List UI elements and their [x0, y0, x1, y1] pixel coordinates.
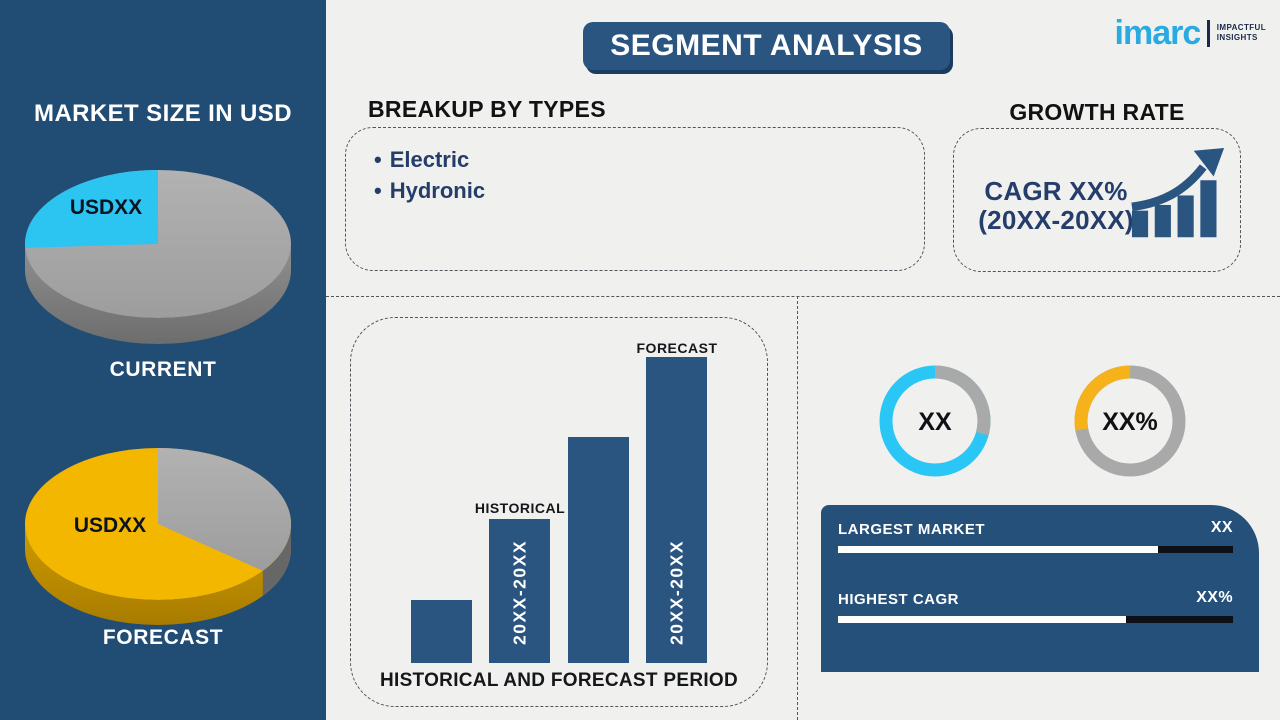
period-bar-4: 20XX-20XX [646, 357, 707, 663]
period-bar-1 [411, 600, 472, 663]
vertical-divider [797, 296, 798, 720]
breakup-heading: BREAKUP BY TYPES [368, 96, 606, 122]
largest-market-value: XX [1210, 519, 1233, 536]
donut-left-value: XX [918, 408, 952, 436]
historical-period-label: 20XX-20XX [509, 540, 529, 645]
growth-heading: GROWTH RATE [1009, 99, 1185, 125]
breakup-item-hydronic: • Hydronic [374, 178, 486, 203]
growth-chart-icon [1131, 147, 1225, 238]
highest-cagr-value: XX% [1196, 589, 1233, 606]
forecast-period-label: 20XX-20XX [666, 540, 686, 645]
largest-market-row: LARGEST MARKET XX [838, 519, 1233, 553]
period-chart-caption: HISTORICAL AND FORECAST PERIOD [379, 670, 739, 691]
bullet-icon: • [374, 178, 382, 203]
forecast-pie-chart: USDXX [25, 448, 292, 625]
largest-market-label: LARGEST MARKET [838, 521, 985, 538]
forecast-pie-label: USDXX [74, 514, 146, 537]
cagr-text: CAGR XX% (20XX-20XX) [978, 176, 1134, 236]
current-pie-chart: USDXX [25, 170, 291, 344]
highest-cagr-donut: XX% [1074, 365, 1186, 477]
highest-cagr-label: HIGHEST CAGR [838, 591, 960, 608]
market-stats-box: LARGEST MARKET XX HIGHEST CAGR XX% [821, 505, 1259, 672]
period-bar-chart: FORECAST HISTORICAL 20XX-20XX 20XX-20XX … [350, 317, 768, 707]
bullet-icon: • [374, 147, 382, 172]
highest-cagr-bar [838, 616, 1233, 623]
current-pie-label: USDXX [70, 196, 142, 219]
historical-bar-label: HISTORICAL [474, 500, 566, 516]
period-bar-2: 20XX-20XX [489, 519, 550, 663]
breakup-box: • Electric • Hydronic [345, 127, 925, 271]
logo-tagline: IMPACTFUL INSIGHTS [1216, 22, 1266, 42]
largest-market-bar [838, 546, 1233, 553]
logo-divider [1207, 19, 1210, 47]
donut-right-value: XX% [1102, 408, 1158, 436]
highest-cagr-bar-fill [838, 616, 1127, 623]
highest-cagr-row: HIGHEST CAGR XX% [838, 589, 1233, 623]
forecast-bar-label: FORECAST [636, 340, 718, 356]
growth-box: CAGR XX% (20XX-20XX) [953, 128, 1241, 272]
horizontal-divider [326, 296, 1280, 297]
sidebar-heading: MARKET SIZE IN USD [34, 100, 292, 127]
sidebar-market-size: MARKET SIZE IN USD USDXX CURRENT [0, 0, 326, 720]
largest-market-donut: XX [879, 365, 991, 477]
largest-market-bar-fill [838, 546, 1158, 553]
imarc-logo-wordmark: imarc [1114, 14, 1202, 52]
page-title: SEGMENT ANALYSIS [610, 29, 923, 62]
period-bar-3 [568, 437, 629, 663]
imarc-logo: imarc IMPACTFUL INSIGHTS [1115, 16, 1266, 50]
page-title-box: SEGMENT ANALYSIS [583, 22, 950, 70]
forecast-pie-caption: FORECAST [102, 626, 224, 649]
current-pie-caption: CURRENT [109, 358, 217, 381]
breakup-item-electric: • Electric [374, 147, 470, 172]
